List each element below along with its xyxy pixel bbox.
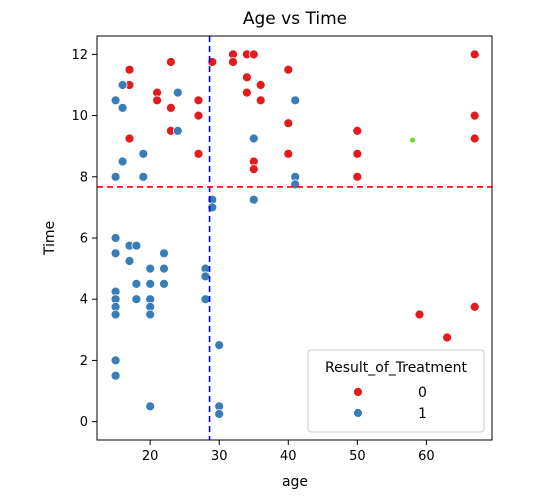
data-point-result-1 [111, 234, 120, 243]
data-point-result-1 [146, 402, 155, 411]
data-point-result-1 [146, 279, 155, 288]
data-point-result-0 [249, 165, 258, 174]
data-point-result-1 [146, 310, 155, 319]
y-tick-label: 12 [71, 48, 88, 63]
data-point-result-0 [353, 149, 362, 158]
data-point-result-0 [242, 88, 251, 97]
data-point-result-0 [125, 65, 134, 74]
data-point-result-1 [111, 172, 120, 181]
legend-title: Result_of_Treatment [325, 360, 468, 376]
data-point-result-1 [111, 310, 120, 319]
chart-title: Age vs Time [243, 9, 347, 29]
data-point-result-1 [118, 103, 127, 112]
data-point-result-1 [173, 88, 182, 97]
data-point-result-1 [249, 134, 258, 143]
data-point-result-1 [146, 264, 155, 273]
y-tick-label: 6 [80, 232, 88, 247]
data-point-result-0 [353, 172, 362, 181]
data-point-result-0 [284, 65, 293, 74]
data-point-marker [410, 138, 415, 143]
data-point-result-0 [194, 149, 203, 158]
y-tick-label: 4 [80, 293, 88, 308]
data-point-result-0 [256, 96, 265, 105]
data-point-result-1 [215, 341, 224, 350]
data-point-result-0 [242, 73, 251, 82]
data-point-result-0 [153, 96, 162, 105]
data-point-result-0 [470, 134, 479, 143]
data-point-result-1 [160, 264, 169, 273]
data-point-result-1 [111, 249, 120, 258]
data-point-result-1 [111, 356, 120, 365]
legend-marker-0 [354, 388, 363, 397]
legend-label-1: 1 [418, 406, 427, 422]
legend-label-0: 0 [418, 385, 427, 401]
x-tick-label: 60 [418, 449, 435, 464]
data-point-result-1 [160, 249, 169, 258]
data-point-result-1 [111, 96, 120, 105]
data-point-result-1 [125, 257, 134, 266]
y-tick-label: 2 [80, 354, 88, 369]
data-point-result-0 [166, 103, 175, 112]
data-point-result-1 [118, 81, 127, 90]
data-point-result-0 [415, 310, 424, 319]
data-point-result-1 [139, 172, 148, 181]
data-point-result-0 [443, 333, 452, 342]
data-point-result-0 [229, 58, 238, 67]
y-tick-label: 10 [71, 109, 88, 124]
data-point-result-1 [118, 157, 127, 166]
data-point-result-1 [132, 279, 141, 288]
data-point-result-1 [160, 279, 169, 288]
data-point-result-1 [132, 295, 141, 304]
data-point-result-1 [201, 295, 210, 304]
data-point-result-0 [125, 134, 134, 143]
legend-marker-1 [354, 409, 363, 418]
data-point-result-1 [139, 149, 148, 158]
y-tick-label: 0 [80, 415, 88, 430]
data-point-result-1 [173, 126, 182, 135]
data-point-result-1 [249, 195, 258, 204]
x-axis-label: age [282, 474, 308, 490]
data-point-result-0 [470, 50, 479, 59]
x-tick-label: 20 [142, 449, 159, 464]
data-point-result-1 [111, 371, 120, 380]
legend: Result_of_Treatment 0 1 [308, 350, 484, 432]
y-axis-label: Time [42, 221, 58, 256]
data-point-result-0 [194, 96, 203, 105]
data-point-result-1 [132, 241, 141, 250]
x-tick-label: 40 [280, 449, 297, 464]
y-tick-label: 8 [80, 170, 88, 185]
data-point-result-0 [166, 58, 175, 67]
data-point-result-1 [215, 410, 224, 419]
data-point-result-0 [194, 111, 203, 120]
data-point-result-0 [284, 149, 293, 158]
data-point-result-0 [470, 302, 479, 311]
data-point-result-0 [470, 111, 479, 120]
data-point-result-0 [353, 126, 362, 135]
data-point-result-1 [291, 96, 300, 105]
data-point-result-0 [284, 119, 293, 128]
x-tick-label: 30 [211, 449, 228, 464]
data-point-result-1 [201, 272, 210, 281]
data-point-result-0 [249, 50, 258, 59]
data-point-result-0 [256, 81, 265, 90]
x-tick-label: 50 [349, 449, 366, 464]
